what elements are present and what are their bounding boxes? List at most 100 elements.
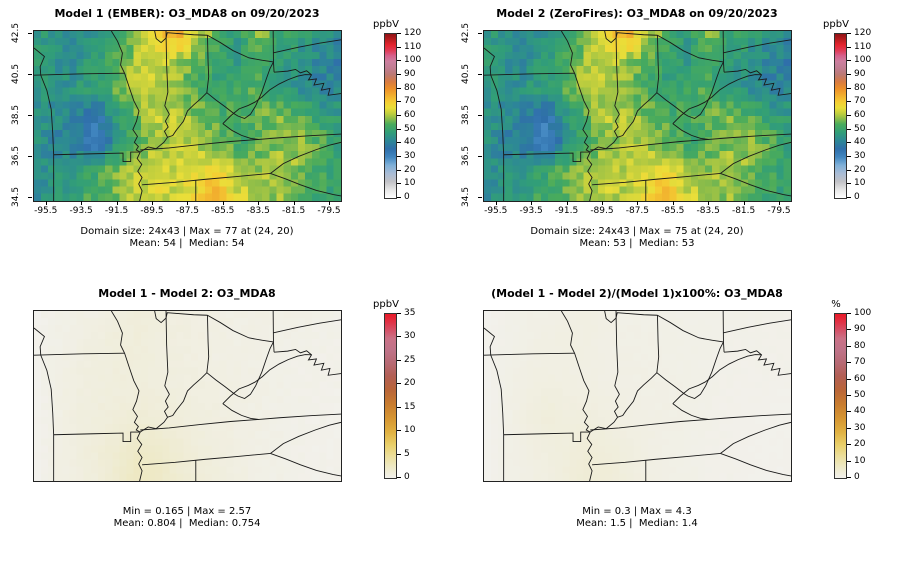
state-boundary-line (270, 422, 341, 453)
state-boundary-line (657, 315, 723, 342)
x-axis-tick-mark (329, 201, 331, 205)
caption-stats-line1: Min = 0.3 | Max = 4.3 (582, 506, 692, 517)
colorbar-tick-label: 35 (404, 308, 416, 318)
state-boundary-line (720, 173, 791, 195)
colorbar-tick-label: 10 (404, 425, 416, 436)
colorbar-tick-mark (397, 115, 401, 116)
colorbar-tick-label: 80 (854, 340, 866, 351)
panel-title: Model 2 (ZeroFires): O3_MDA8 on 09/20/20… (496, 7, 778, 20)
panel-difference: Model 1 - Model 2: O3_MDA8 ppbV 0 5 10 15 20… (0, 280, 450, 560)
x-axis-tick-mark (672, 201, 674, 205)
x-axis-tick-mark (81, 201, 83, 205)
x-axis-tick-mark (779, 201, 781, 205)
colorbar-unit-label: % (831, 299, 841, 310)
colorbar-tick-label: 70 (404, 96, 416, 107)
colorbar-tick-label: 30 (854, 422, 866, 433)
x-axis-tick-label: -91.5 (104, 206, 129, 216)
state-boundary-line (273, 40, 341, 53)
caption-stats-line1: Domain size: 24x43 | Max = 77 at (24, 20… (80, 226, 294, 237)
colorbar-tick-label: 0 (404, 192, 410, 202)
map-model1 (33, 30, 342, 202)
state-boundary-line (270, 453, 341, 475)
colorbar-tick-mark (847, 33, 851, 34)
colorbar-gradient (384, 33, 397, 199)
colorbar-gradient (834, 33, 847, 199)
panel-title: Model 1 (EMBER): O3_MDA8 on 09/20/2023 (54, 7, 320, 20)
state-boundary-line (723, 311, 724, 352)
colorbar-tick-label: 40 (854, 137, 866, 148)
colorbar-tick-label: 20 (404, 164, 416, 175)
colorbar-tick-mark (397, 313, 401, 314)
state-boundary-line (590, 134, 791, 150)
state-boundary-line (587, 432, 592, 481)
colorbar-tick-mark (847, 128, 851, 130)
x-axis-tick-label: -87.5 (175, 206, 200, 216)
colorbar-tick-mark (847, 156, 851, 157)
colorbar-tick-mark (847, 197, 851, 198)
state-boundary-line (270, 173, 341, 195)
colorbar-tick-mark (847, 169, 851, 171)
colorbar-tick-mark (847, 74, 851, 75)
colorbar-tick-label: 40 (854, 406, 866, 417)
panel-model1-ember: Model 1 (EMBER): O3_MDA8 on 09/20/2023 -… (0, 0, 450, 280)
colorbar-tick-label: 0 (404, 472, 410, 482)
state-boundary-line (657, 35, 659, 92)
map-percent-difference (483, 310, 792, 482)
heatmap-canvas (34, 31, 341, 201)
colorbar-tick-label: 10 (854, 455, 866, 466)
colorbar-tick-label: 100 (404, 55, 422, 66)
colorbar-tick-label: 15 (404, 401, 416, 412)
x-axis-tick-mark (45, 201, 47, 205)
colorbar-unit-label: ppbV (823, 19, 849, 30)
state-boundary-line (155, 31, 208, 43)
colorbar-tick-label: 110 (404, 41, 422, 52)
heatmap-canvas (484, 31, 791, 201)
x-axis-tick-label: -81.5 (731, 206, 756, 216)
state-boundary-line (657, 35, 723, 62)
colorbar-tick-label: 60 (404, 110, 416, 120)
x-axis-tick-mark (566, 201, 568, 205)
colorbar-tick-mark (397, 406, 401, 408)
state-boundary-line (273, 320, 341, 333)
colorbar-tick-label: 50 (854, 123, 866, 134)
colorbar-tick-mark (397, 430, 401, 432)
colorbar-tick-label: 0 (854, 192, 860, 202)
y-axis-tick-mark (478, 197, 482, 199)
state-boundary-line (673, 124, 709, 140)
colorbar-tick-mark (397, 169, 401, 171)
state-boundary-line (223, 355, 312, 404)
x-axis-tick-mark (637, 201, 639, 205)
colorbar-unit-label: ppbV (373, 299, 399, 310)
x-axis-tick-mark (116, 201, 118, 205)
colorbar-unit-label: ppbV (373, 19, 399, 30)
colorbar-tick-mark (397, 74, 401, 75)
colorbar-tick-label: 80 (404, 82, 416, 93)
state-boundaries-overlay (34, 311, 341, 481)
x-axis-tick-label: -95.5 (484, 206, 508, 216)
colorbar-tick-label: 25 (404, 354, 416, 365)
colorbar-tick-mark (397, 453, 401, 455)
colorbar-tick-mark (397, 156, 401, 157)
caption-stats-line2: Mean: 1.5 | Median: 1.4 (576, 518, 698, 529)
colorbar-tick-mark (397, 359, 401, 361)
x-axis-tick-mark (495, 201, 497, 205)
state-boundary-line (587, 152, 592, 201)
colorbar-tick-label: 90 (854, 69, 866, 79)
state-boundary-line (164, 31, 169, 137)
state-boundary-line (54, 432, 141, 442)
colorbar-tick-label: 30 (854, 151, 866, 161)
state-boundary-line (207, 315, 209, 372)
colorbar-tick-mark (397, 87, 401, 89)
state-boundary-line (273, 31, 274, 72)
state-boundaries-overlay (34, 31, 341, 201)
y-axis-tick-label: 40.5 (11, 64, 21, 85)
x-axis-tick-mark (293, 201, 295, 205)
map-difference (33, 310, 342, 482)
state-boundary-line (614, 311, 619, 417)
colorbar-tick-label: 20 (854, 439, 866, 450)
colorbar-tick-label: 40 (404, 137, 416, 148)
state-boundary-line (605, 311, 658, 323)
state-boundary-line (723, 40, 791, 53)
state-boundary-line (140, 414, 341, 430)
state-boundary-line (561, 311, 590, 432)
